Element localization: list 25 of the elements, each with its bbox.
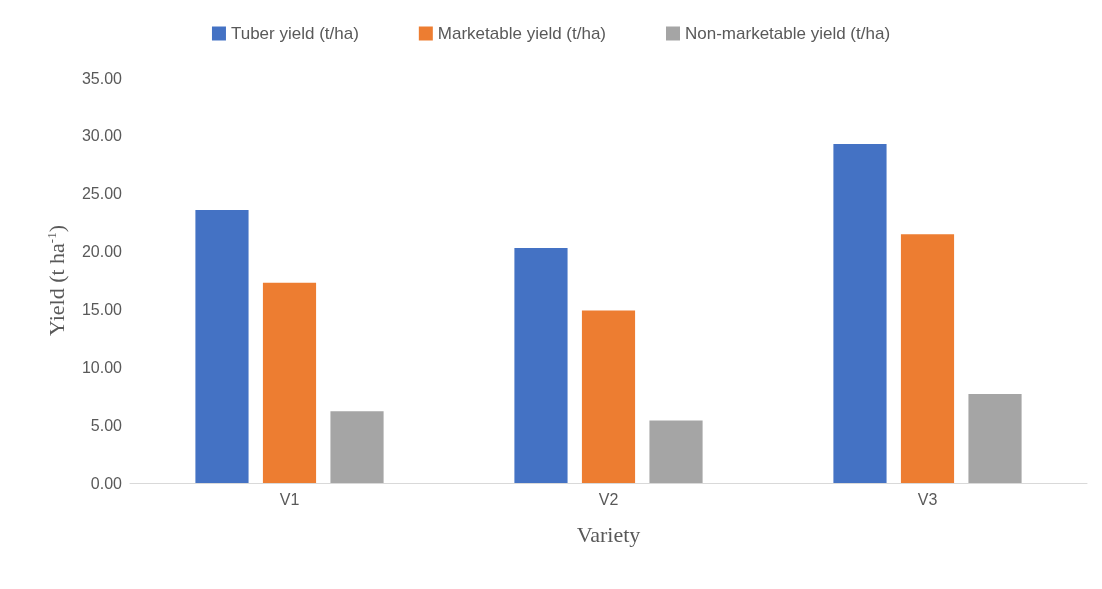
y-tick-label: 5.00: [90, 416, 123, 434]
y-tick-label: 25.00: [81, 185, 123, 203]
y-axis-title: Yield (t ha-1): [44, 224, 69, 337]
legend-label: Non-marketable yield (t/ha): [685, 24, 891, 43]
bar: [514, 248, 568, 483]
y-tick-label: 30.00: [81, 127, 123, 145]
bar: [833, 143, 887, 483]
y-tick-label: 0.00: [90, 474, 123, 492]
legend-label: Tuber yield (t/ha): [230, 24, 359, 43]
bar: [900, 234, 955, 483]
x-tick-label: V2: [598, 490, 619, 508]
x-tick-label: V3: [917, 490, 938, 508]
bar: [262, 282, 317, 483]
y-tick-label: 10.00: [81, 358, 123, 376]
y-tick-label: 35.00: [81, 69, 123, 87]
x-tick-label: V1: [279, 490, 300, 508]
bar: [649, 420, 703, 483]
y-tick-label: 20.00: [81, 243, 123, 261]
x-axis-title: Variety: [576, 521, 641, 547]
bar: [195, 209, 249, 483]
bar: [330, 411, 384, 483]
bar: [581, 310, 636, 483]
bar: [968, 393, 1022, 483]
legend-label: Marketable yield (t/ha): [437, 24, 607, 43]
y-tick-label: 15.00: [81, 300, 123, 318]
